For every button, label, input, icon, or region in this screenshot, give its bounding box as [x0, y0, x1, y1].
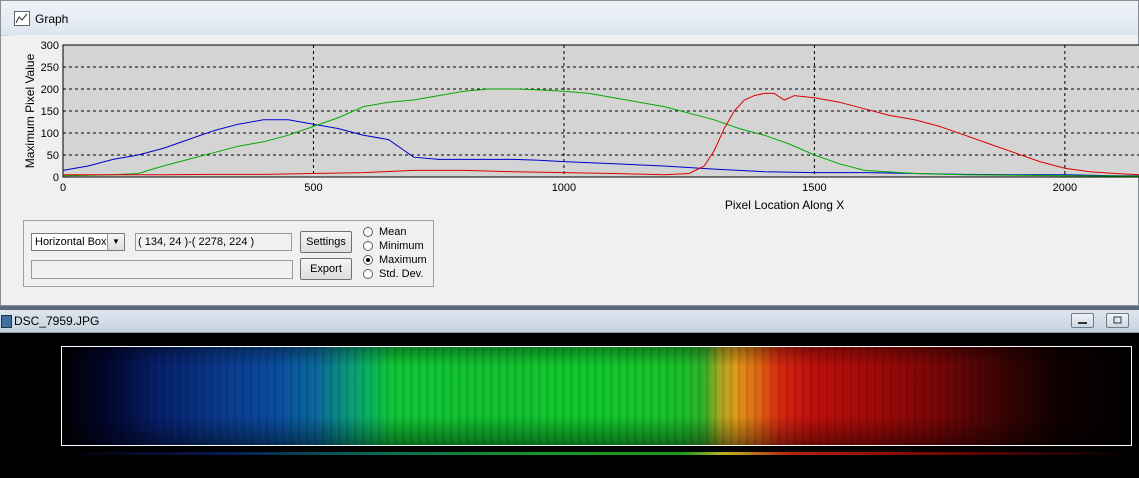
graph-titlebar[interactable]: Graph: [1, 1, 1138, 36]
x-tick-label: 0: [60, 182, 66, 194]
blank-input-field[interactable]: [31, 260, 293, 279]
radio-label-mean: Mean: [379, 226, 407, 238]
radio-button-icon[interactable]: [363, 241, 373, 251]
statistic-radio-group: Mean Minimum Maximum Std. Dev.: [363, 226, 433, 282]
spectrum-reflection: [61, 452, 1132, 455]
mode-select-value: Horizontal Box: [35, 236, 107, 248]
radio-button-icon[interactable]: [363, 227, 373, 237]
y-tick-label: 0: [53, 172, 59, 184]
y-tick-label: 50: [47, 150, 59, 162]
radio-std-dev[interactable]: Std. Dev.: [363, 268, 433, 282]
x-tick-label: 1500: [802, 182, 826, 194]
series-line-1: [62, 88, 1139, 177]
export-button[interactable]: Export: [300, 258, 352, 280]
spectrum-shading: [61, 346, 1132, 446]
radio-button-icon[interactable]: [363, 255, 373, 265]
radio-selected-dot: [366, 258, 370, 262]
x-axis-label: Pixel Location Along X: [725, 198, 844, 212]
restore-button[interactable]: [1106, 313, 1129, 328]
settings-button[interactable]: Settings: [300, 231, 352, 253]
selection-box[interactable]: [61, 346, 1132, 446]
y-tick-label: 100: [41, 128, 59, 140]
y-tick-label: 200: [41, 84, 59, 96]
x-tick-label: 500: [304, 182, 322, 194]
radio-label-maximum: Maximum: [379, 254, 427, 266]
image-canvas[interactable]: [0, 333, 1139, 478]
series-line-2: [63, 92, 1139, 176]
y-tick-label: 150: [41, 106, 59, 118]
line-chart: 0 50 100 150 200 250 300 0 500 1000 1500 2000 Pixel …: [23, 40, 1139, 212]
series-line-0: [62, 119, 1139, 177]
graph-icon: [14, 11, 30, 26]
y-tick-label: 300: [41, 40, 59, 52]
mode-select[interactable]: Horizontal Box ▼: [31, 233, 125, 251]
image-window-title: DSC_7959.JPG: [14, 314, 100, 328]
radio-maximum[interactable]: Maximum: [363, 254, 433, 268]
graph-body: 0 50 100 150 200 250 300 0 500 1000 1500 2000 Pixel …: [9, 35, 1139, 301]
x-tick-label: 2000: [1053, 182, 1077, 194]
radio-label-minimum: Minimum: [379, 240, 424, 252]
y-tick-label: 250: [41, 62, 59, 74]
minimize-button[interactable]: [1071, 313, 1094, 328]
coords-text: ( 134, 24 )-( 2278, 224 ): [138, 236, 255, 248]
radio-label-std-dev: Std. Dev.: [379, 268, 424, 280]
y-axis-label: Maximum Pixel Value: [23, 53, 37, 168]
graph-window-title: Graph: [35, 12, 69, 26]
image-titlebar[interactable]: DSC_7959.JPG: [0, 310, 1139, 333]
radio-minimum[interactable]: Minimum: [363, 240, 433, 254]
spectrum-image: [61, 346, 1132, 446]
radio-button-icon[interactable]: [363, 269, 373, 279]
controls-panel: Horizontal Box ▼ ( 134, 24 )-( 2278, 224…: [23, 220, 434, 287]
image-window: DSC_7959.JPG: [0, 310, 1139, 478]
image-file-icon: [1, 315, 12, 328]
graph-window: Graph 0 50 100 150 200 250 300 0 500 1000 1500 2000…: [0, 0, 1139, 306]
chevron-down-icon[interactable]: ▼: [107, 234, 124, 250]
x-tick-label: 1000: [552, 182, 576, 194]
radio-mean[interactable]: Mean: [363, 226, 433, 240]
coords-field: ( 134, 24 )-( 2278, 224 ): [135, 233, 292, 251]
